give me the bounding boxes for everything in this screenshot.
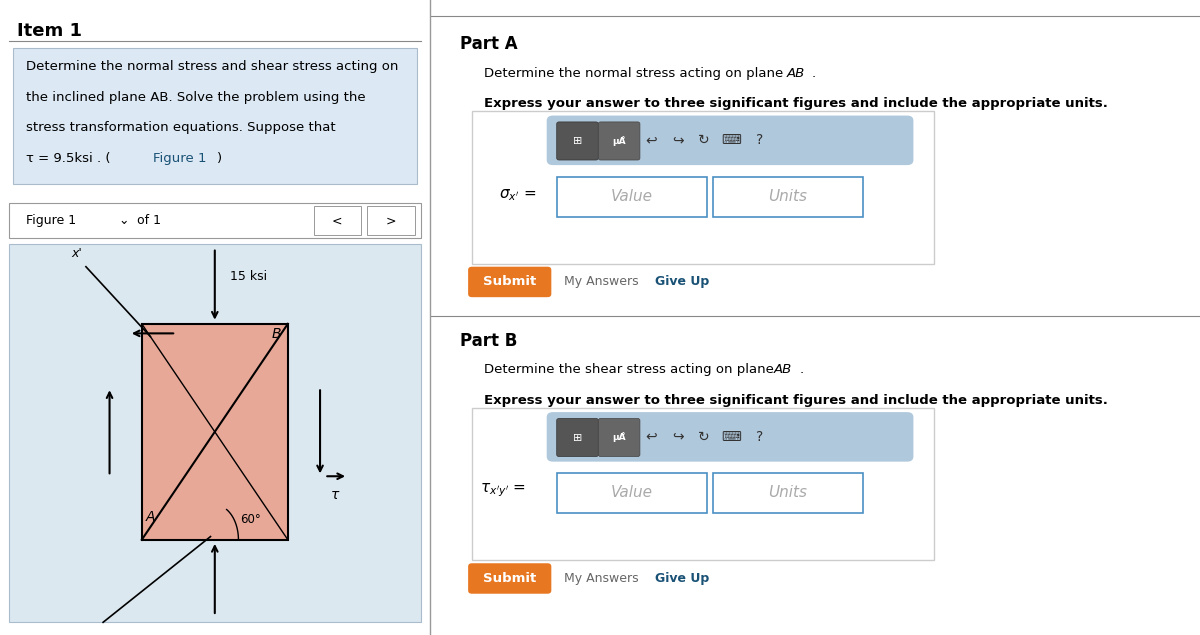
Bar — [142, 324, 288, 540]
Text: .: . — [811, 67, 816, 79]
Text: ⌨: ⌨ — [721, 133, 742, 147]
FancyBboxPatch shape — [557, 177, 707, 217]
Text: AB: AB — [786, 67, 804, 79]
Text: Units: Units — [768, 485, 808, 500]
Text: Part A: Part A — [461, 35, 518, 53]
Text: A: A — [146, 510, 156, 524]
Text: ⊞: ⊞ — [572, 136, 582, 146]
Text: 15 ksi: 15 ksi — [230, 270, 266, 283]
Text: of 1: of 1 — [138, 214, 162, 227]
FancyBboxPatch shape — [557, 418, 599, 457]
Text: Express your answer to three significant figures and include the appropriate uni: Express your answer to three significant… — [484, 394, 1108, 406]
Text: B: B — [272, 327, 281, 341]
FancyBboxPatch shape — [13, 48, 416, 184]
FancyBboxPatch shape — [713, 177, 863, 217]
FancyBboxPatch shape — [472, 408, 935, 560]
FancyBboxPatch shape — [367, 206, 414, 235]
Text: ?: ? — [756, 133, 763, 147]
FancyBboxPatch shape — [557, 122, 599, 160]
FancyBboxPatch shape — [8, 203, 421, 238]
FancyBboxPatch shape — [547, 116, 913, 165]
FancyBboxPatch shape — [472, 111, 935, 264]
Text: Give Up: Give Up — [655, 276, 709, 288]
Text: stress transformation equations. Suppose that: stress transformation equations. Suppose… — [25, 121, 336, 134]
FancyBboxPatch shape — [313, 206, 361, 235]
Text: τ: τ — [331, 488, 340, 502]
FancyBboxPatch shape — [599, 122, 640, 160]
Text: Express your answer to three significant figures and include the appropriate uni: Express your answer to three significant… — [484, 97, 1108, 109]
FancyBboxPatch shape — [547, 412, 913, 462]
Text: .: . — [799, 363, 804, 376]
Text: Part B: Part B — [461, 332, 517, 350]
Text: ): ) — [217, 152, 222, 164]
Text: Give Up: Give Up — [655, 572, 709, 585]
Text: the inclined plane AB. Solve the problem using the: the inclined plane AB. Solve the problem… — [25, 91, 366, 104]
Text: Determine the normal stress and shear stress acting on: Determine the normal stress and shear st… — [25, 60, 398, 73]
Text: Determine the shear stress acting on plane: Determine the shear stress acting on pla… — [484, 363, 778, 376]
FancyBboxPatch shape — [557, 473, 707, 513]
Text: ↪: ↪ — [672, 430, 684, 444]
Text: Units: Units — [768, 189, 808, 204]
Text: >: > — [385, 214, 396, 227]
Text: ↩: ↩ — [646, 430, 658, 444]
Text: AB: AB — [774, 363, 792, 376]
Text: Figure 1: Figure 1 — [152, 152, 206, 164]
Text: ⌄: ⌄ — [118, 214, 128, 227]
Text: τ = 9.5ksi . (: τ = 9.5ksi . ( — [25, 152, 110, 164]
Text: ?: ? — [756, 430, 763, 444]
Text: ↻: ↻ — [698, 133, 709, 147]
FancyBboxPatch shape — [599, 418, 640, 457]
Text: <: < — [332, 214, 342, 227]
Text: Value: Value — [611, 485, 653, 500]
Text: ↪: ↪ — [672, 133, 684, 147]
Text: ⌨: ⌨ — [721, 430, 742, 444]
Text: ⊞: ⊞ — [572, 432, 582, 443]
FancyBboxPatch shape — [468, 267, 551, 297]
FancyBboxPatch shape — [8, 244, 421, 622]
Text: My Answers: My Answers — [564, 276, 640, 288]
Text: ↻: ↻ — [698, 430, 709, 444]
Text: My Answers: My Answers — [564, 572, 640, 585]
Text: $\tau_{x'y'}$ =: $\tau_{x'y'}$ = — [480, 481, 526, 499]
Text: Value: Value — [611, 189, 653, 204]
Text: Figure 1: Figure 1 — [25, 214, 76, 227]
Text: Submit: Submit — [484, 572, 536, 585]
Text: Determine the normal stress acting on plane: Determine the normal stress acting on pl… — [484, 67, 787, 79]
Text: Item 1: Item 1 — [17, 22, 82, 40]
Text: $\sigma_{x'}$ =: $\sigma_{x'}$ = — [499, 187, 536, 203]
Text: 60°: 60° — [240, 513, 260, 526]
Text: x': x' — [71, 248, 82, 260]
FancyBboxPatch shape — [713, 473, 863, 513]
Text: ↩: ↩ — [646, 133, 658, 147]
Text: μÅ: μÅ — [612, 136, 626, 146]
Text: μÅ: μÅ — [612, 432, 626, 443]
Text: Submit: Submit — [484, 276, 536, 288]
FancyBboxPatch shape — [468, 563, 551, 594]
